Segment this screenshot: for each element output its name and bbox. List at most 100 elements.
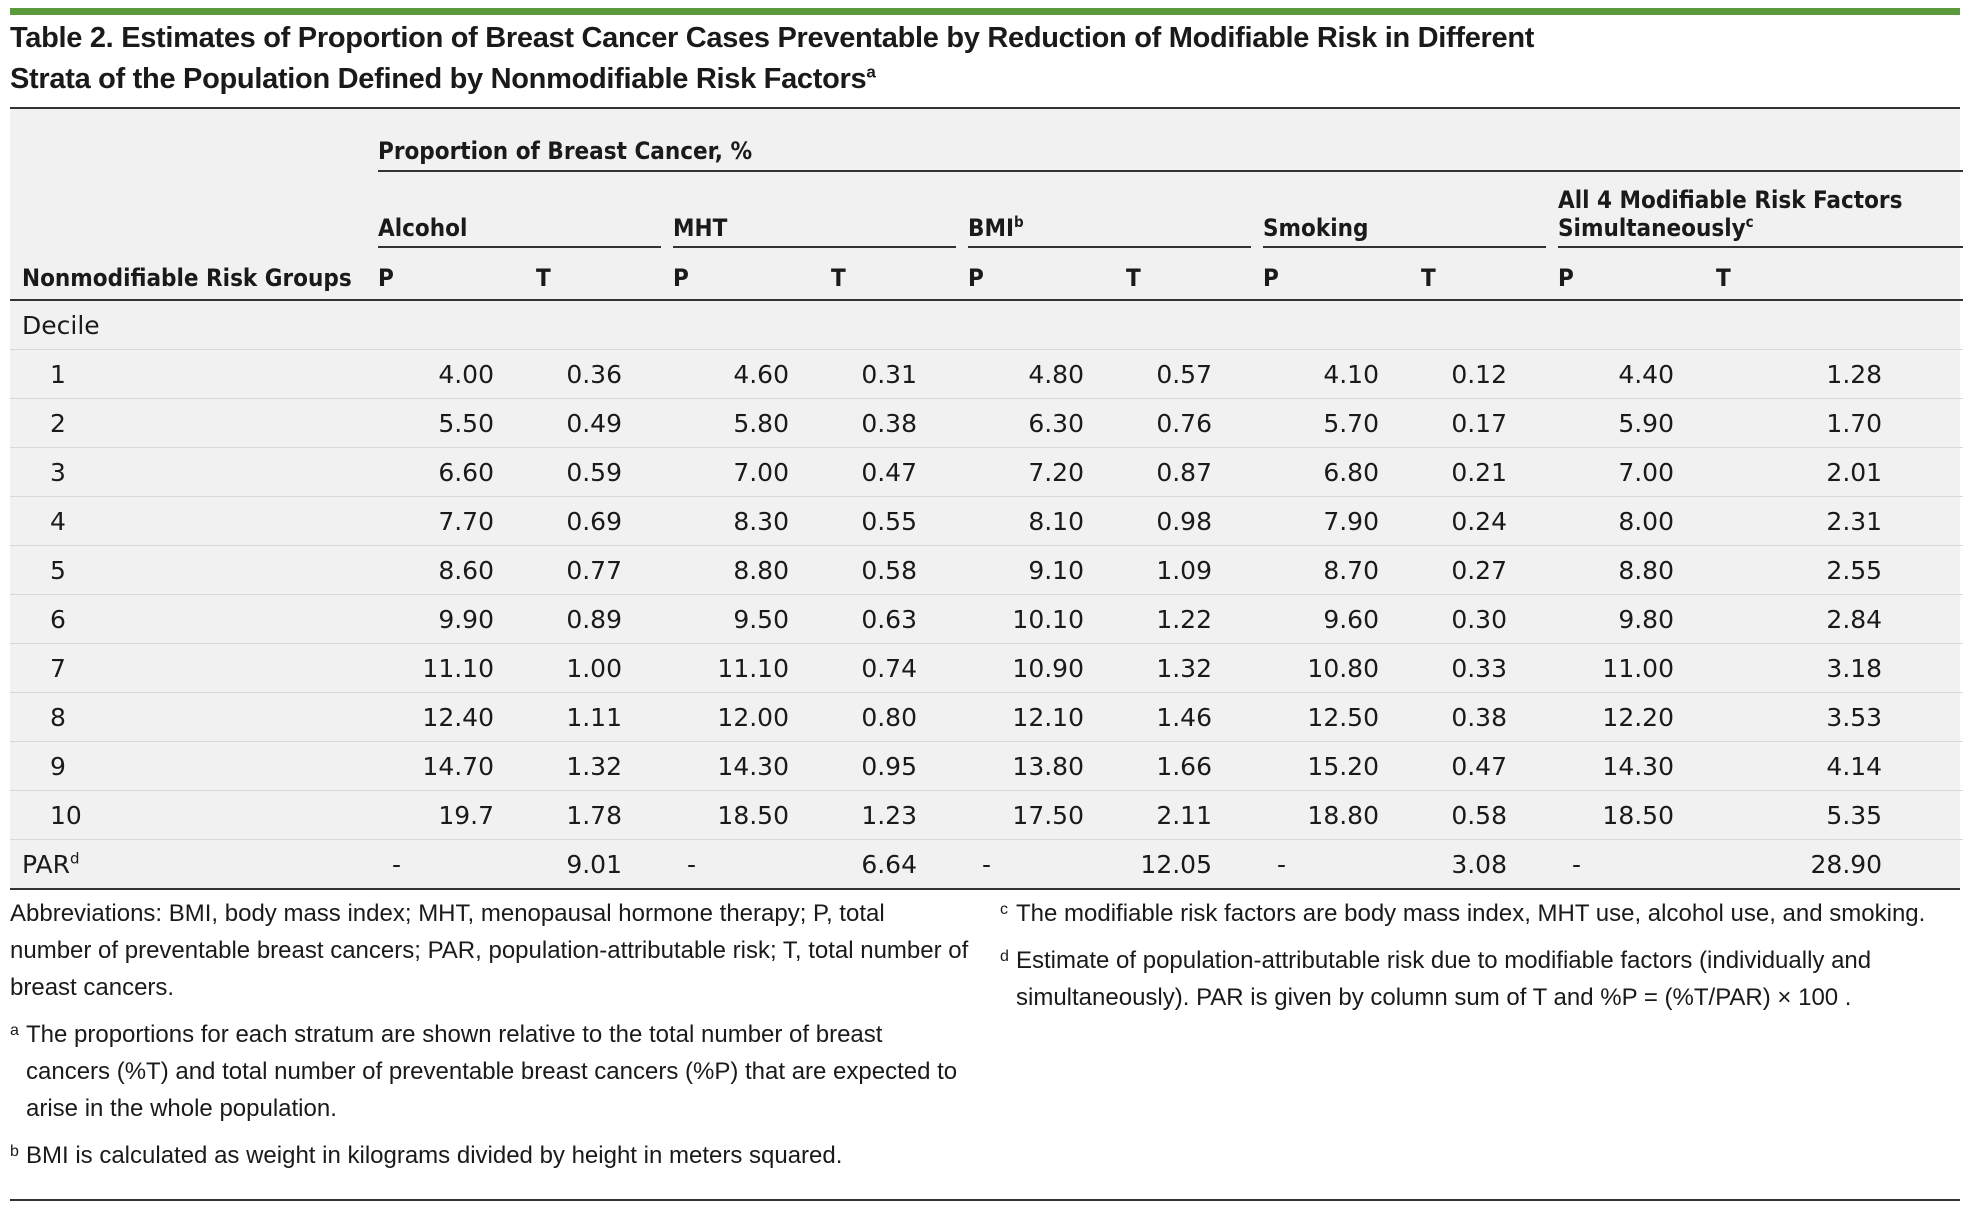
cell-t: 0.58: [1421, 790, 1558, 840]
header-empty: [10, 109, 378, 171]
cell-p: 5.50: [378, 398, 536, 448]
abbreviations-note: Abbreviations: BMI, body mass index; MHT…: [10, 900, 969, 1001]
row-label: 8: [10, 692, 378, 742]
cell-t: 1.46: [1126, 692, 1263, 742]
cell-p: 14.30: [673, 741, 831, 791]
cell-p: 9.80: [1558, 594, 1716, 644]
cell-t: 9.01: [566, 849, 622, 879]
footnote-mark: d: [1000, 948, 1009, 965]
cell-p: 7.90: [1263, 496, 1421, 546]
cell-p: 9.60: [1263, 594, 1421, 644]
cell-t: 6.64: [861, 849, 917, 879]
cell-t: 0.38: [1421, 692, 1558, 742]
cell-p: 12.20: [1558, 692, 1716, 742]
row-label: 7: [10, 643, 378, 693]
cell-p: 18.50: [1558, 790, 1716, 840]
subheader-p: P: [673, 248, 831, 301]
table-row: 5 8.60 0.77 8.80 0.58 9.10 1.09 8.70 0.27 8.80 2.5…: [10, 545, 1963, 595]
cell-t: 0.95: [831, 741, 968, 791]
cell-p: 8.80: [673, 545, 831, 595]
cell-p: 11.10: [378, 643, 536, 693]
footnote-mark: c: [1000, 901, 1008, 918]
cell-p: 4.00: [378, 349, 536, 399]
cell-p: 7.00: [1558, 447, 1716, 497]
cell-p: 5.80: [673, 398, 831, 448]
cell-t: 0.69: [536, 496, 673, 546]
footnote-a: a The proportions for each stratum are sh…: [10, 1016, 970, 1127]
cell-t: 1.32: [536, 741, 673, 791]
subheader-t: T: [831, 248, 968, 301]
cell-t: 0.27: [1421, 545, 1558, 595]
cell-t: 0.49: [536, 398, 673, 448]
cell-t: 1.70: [1716, 398, 1963, 448]
row-label: 1: [10, 349, 378, 399]
cell-p: 4.80: [968, 349, 1126, 399]
cell-t: 1.66: [1126, 741, 1263, 791]
accent-bar: [10, 8, 1960, 15]
table-row: 8 12.40 1.11 12.00 0.80 12.10 1.46 12.50 0.38 12.…: [10, 692, 1963, 742]
table-title: Table 2. Estimates of Proportion of Brea…: [10, 22, 1535, 95]
row-label: 2: [10, 398, 378, 448]
subheader-p: P: [968, 248, 1126, 301]
title-footnote-mark: a: [866, 62, 876, 82]
cell-t: 0.38: [831, 398, 968, 448]
group-header: MHT: [673, 171, 968, 248]
group-header: Smoking: [1263, 171, 1558, 248]
span-header: Proportion of Breast Cancer, %: [378, 109, 1963, 172]
row-label: 3: [10, 447, 378, 497]
cell-t: 4.14: [1716, 741, 1963, 791]
data-table: Proportion of Breast Cancer, % Alcohol MH…: [10, 109, 1963, 888]
cell-p: 18.80: [1263, 790, 1421, 840]
cell-t: 0.98: [1126, 496, 1263, 546]
cell-t: 12.05: [1140, 849, 1212, 879]
table-row: 10 19.7 1.78 18.50 1.23 17.50 2.11 18.80 0.58 18.…: [10, 790, 1963, 840]
cell-p: 5.70: [1263, 398, 1421, 448]
cell-p: 12.50: [1263, 692, 1421, 742]
par-row: PARd - 9.01 - 6.64 - 12.05 - 3.08 - 28.90: [10, 840, 1963, 889]
header-empty: [10, 171, 378, 248]
cell-p: 7.20: [968, 447, 1126, 497]
cell-t: 2.84: [1716, 594, 1963, 644]
cell-t: 2.01: [1716, 447, 1963, 497]
cell-t: 0.31: [831, 349, 968, 399]
row-label: 4: [10, 496, 378, 546]
cell-p: -: [982, 849, 992, 879]
cell-t: 28.90: [1810, 849, 1883, 879]
cell-p: 4.60: [673, 349, 831, 399]
cell-p: -: [1572, 849, 1582, 879]
subheader-p: P: [1558, 248, 1716, 301]
cell-p: 19.7: [378, 790, 536, 840]
data-table-container: Proportion of Breast Cancer, % Alcohol MH…: [10, 107, 1963, 890]
bottom-rule: [10, 1199, 1960, 1201]
cell-p: 13.80: [968, 741, 1126, 791]
table-row: 2 5.50 0.49 5.80 0.38 6.30 0.76 5.70 0.17 5.90 1.7…: [10, 398, 1963, 448]
cell-t: 2.55: [1716, 545, 1963, 595]
row-group-header: Nonmodifiable Risk Groups: [10, 248, 378, 301]
cell-p: 15.20: [1263, 741, 1421, 791]
cell-p: 8.10: [968, 496, 1126, 546]
cell-p: 11.00: [1558, 643, 1716, 693]
subheader-t: T: [536, 248, 673, 301]
cell-t: 0.63: [831, 594, 968, 644]
cell-t: 1.28: [1716, 349, 1963, 399]
cell-p: 4.40: [1558, 349, 1716, 399]
cell-p: 4.10: [1263, 349, 1421, 399]
footnotes-left: Abbreviations: BMI, body mass index; MHT…: [10, 895, 970, 1184]
group-footnote-mark: b: [1013, 213, 1024, 231]
subheader-p: P: [378, 248, 536, 301]
subheader-t: T: [1716, 248, 1963, 301]
cell-p: 6.60: [378, 447, 536, 497]
footnote-mark: a: [10, 1022, 19, 1039]
cell-t: 0.36: [536, 349, 673, 399]
cell-p: 5.90: [1558, 398, 1716, 448]
cell-t: 1.22: [1126, 594, 1263, 644]
cell-t: 1.23: [831, 790, 968, 840]
cell-p: 8.70: [1263, 545, 1421, 595]
cell-t: 0.76: [1126, 398, 1263, 448]
cell-t: 0.89: [536, 594, 673, 644]
table-row: 4 7.70 0.69 8.30 0.55 8.10 0.98 7.90 0.24 8.00 2.3…: [10, 496, 1963, 546]
table-row: 9 14.70 1.32 14.30 0.95 13.80 1.66 15.20 0.47 14.…: [10, 741, 1963, 791]
cell-t: 0.87: [1126, 447, 1263, 497]
cell-p: 17.50: [968, 790, 1126, 840]
cell-p: 9.10: [968, 545, 1126, 595]
